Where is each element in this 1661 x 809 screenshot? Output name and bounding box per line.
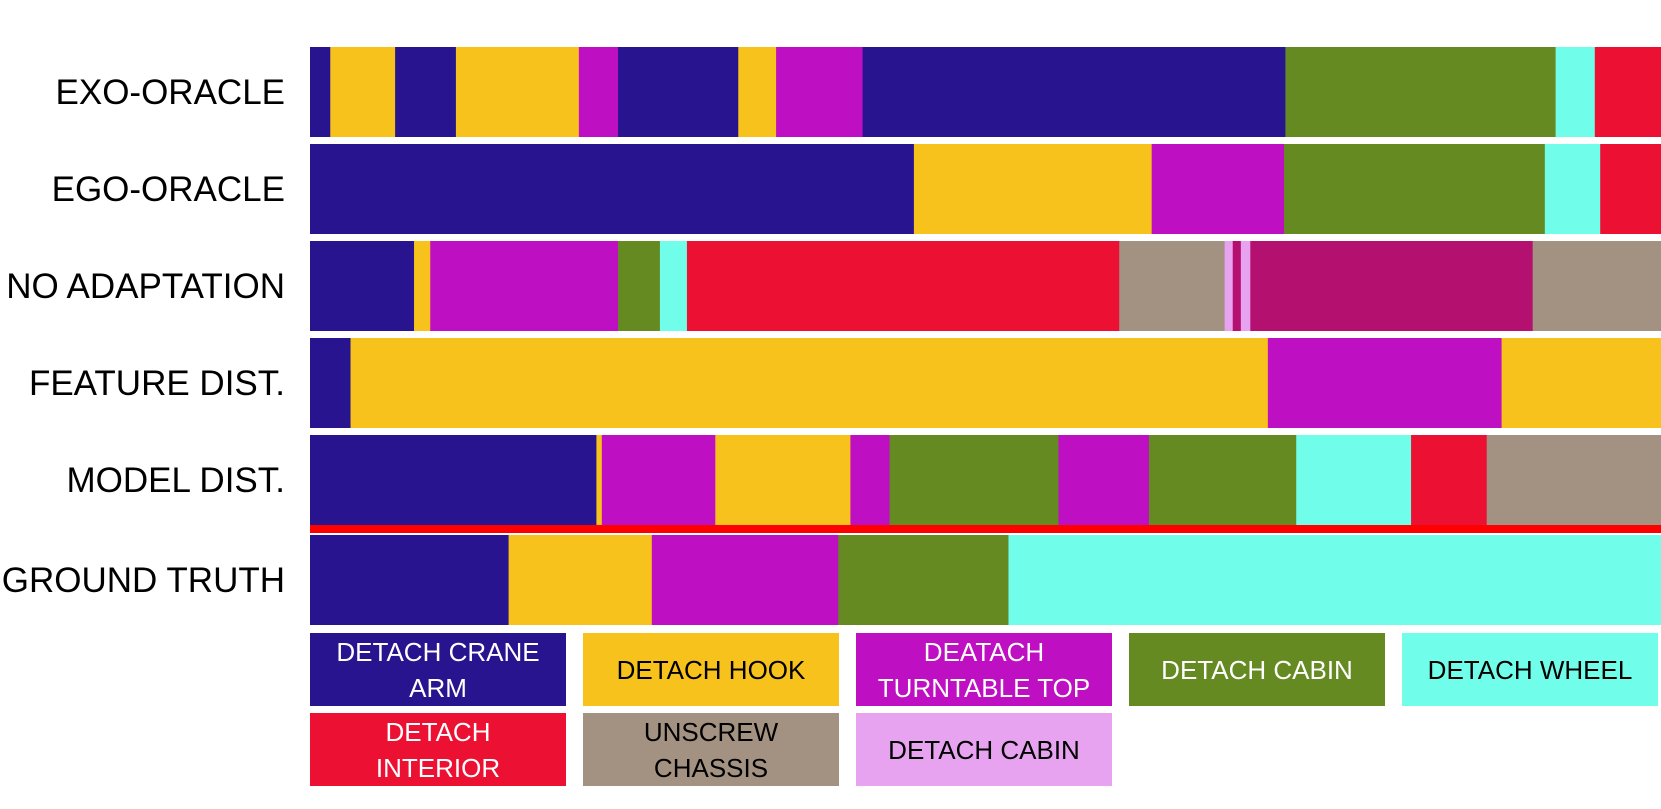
segment-exo-oracle-0 <box>310 47 331 137</box>
segment-ego-oracle-0 <box>310 144 915 234</box>
segment-ground-truth-2 <box>651 535 839 625</box>
segment-feature-dist-1 <box>350 338 1269 428</box>
row-label-ego-oracle: EGO-ORACLE <box>52 170 285 209</box>
row-ground-truth: GROUND TRUTH <box>2 535 1661 625</box>
segment-exo-oracle-8 <box>862 47 1287 137</box>
segment-ground-truth-1 <box>508 535 653 625</box>
segment-feature-dist-2 <box>1267 338 1503 428</box>
segment-ground-truth-3 <box>838 535 1010 625</box>
segment-exo-oracle-6 <box>738 47 777 137</box>
segment-no-adaptation-10 <box>1250 241 1534 331</box>
separator-line <box>310 525 1661 533</box>
segment-exo-oracle-10 <box>1555 47 1596 137</box>
row-label-feature-dist: FEATURE DIST. <box>29 364 285 403</box>
segment-no-adaptation-3 <box>618 241 661 331</box>
legend-item-detach-wheel: DETACH WHEEL <box>1402 633 1658 706</box>
segment-ego-oracle-2 <box>1151 144 1285 234</box>
legend-item-detach-interior: DETACH INTERIOR <box>310 713 566 786</box>
segment-no-adaptation-5 <box>686 241 1120 331</box>
segment-exo-oracle-3 <box>455 47 580 137</box>
legend-item-detach-hook: DETACH HOOK <box>583 633 839 706</box>
legend-label: DETACH CRANE ARM <box>336 636 540 703</box>
row-label-ground-truth: GROUND TRUTH <box>2 561 285 600</box>
segment-no-adaptation-2 <box>430 241 619 331</box>
legend-item-detach-crane-arm: DETACH CRANE ARM <box>310 633 566 706</box>
segment-ground-truth-4 <box>1008 535 1661 625</box>
segment-exo-oracle-2 <box>395 47 457 137</box>
legend-item-detach-cabin: DETACH CABIN <box>856 713 1112 786</box>
segment-model-dist-6 <box>1058 435 1150 525</box>
segment-exo-oracle-1 <box>330 47 396 137</box>
segment-no-adaptation-4 <box>659 241 688 331</box>
segment-no-adaptation-6 <box>1119 241 1226 331</box>
segment-model-dist-9 <box>1411 435 1488 525</box>
row-exo-oracle: EXO-ORACLE <box>56 47 1661 137</box>
segment-no-adaptation-9 <box>1240 241 1251 331</box>
segment-ground-truth-0 <box>310 535 510 625</box>
segment-no-adaptation-1 <box>414 241 431 331</box>
segment-model-dist-5 <box>889 435 1060 525</box>
segment-exo-oracle-11 <box>1594 47 1661 137</box>
segment-model-dist-3 <box>715 435 851 525</box>
row-no-adaptation: NO ADAPTATION <box>6 241 1661 331</box>
segment-ego-oracle-5 <box>1600 144 1661 234</box>
segment-feature-dist-3 <box>1501 338 1661 428</box>
legend-item-unscrew-chassis: UNSCREW CHASSIS <box>583 713 839 786</box>
segment-ego-oracle-4 <box>1544 144 1601 234</box>
segment-exo-oracle-5 <box>618 47 739 137</box>
segment-feature-dist-0 <box>310 338 352 428</box>
row-label-no-adaptation: NO ADAPTATION <box>6 267 285 306</box>
legend-label: UNSCREW CHASSIS <box>643 716 779 783</box>
legend-label: DETACH INTERIOR <box>375 716 501 783</box>
segment-model-dist-10 <box>1486 435 1661 525</box>
row-label-model-dist: MODEL DIST. <box>67 461 285 500</box>
segment-no-adaptation-0 <box>310 241 415 331</box>
segment-ego-oracle-3 <box>1284 144 1546 234</box>
segment-no-adaptation-11 <box>1532 241 1661 331</box>
segment-exo-oracle-9 <box>1285 47 1557 137</box>
segment-model-dist-8 <box>1296 435 1412 525</box>
legend-label: DETACH CABIN <box>1161 654 1353 685</box>
row-label-exo-oracle: EXO-ORACLE <box>56 73 286 112</box>
segment-exo-oracle-4 <box>578 47 619 137</box>
legend-item-deatach-turntable-top: DEATACH TURNTABLE TOP <box>856 633 1112 706</box>
segment-model-dist-1 <box>596 435 603 525</box>
segment-model-dist-0 <box>310 435 598 525</box>
row-model-dist: MODEL DIST. <box>67 435 1661 525</box>
legend-item-detach-cabin: DETACH CABIN <box>1129 633 1385 706</box>
segment-ego-oracle-1 <box>913 144 1153 234</box>
legend-label: DETACH WHEEL <box>1427 654 1633 685</box>
segment-model-dist-2 <box>601 435 716 525</box>
segment-model-dist-4 <box>850 435 891 525</box>
segment-exo-oracle-7 <box>776 47 864 137</box>
legend-label: DEATACH TURNTABLE TOP <box>877 636 1091 703</box>
legend-label: DETACH HOOK <box>616 654 806 685</box>
legend-label: DETACH CABIN <box>888 734 1080 765</box>
segment-model-dist-7 <box>1148 435 1297 525</box>
segment-no-adaptation-7 <box>1224 241 1234 331</box>
segment-no-adaptation-8 <box>1232 241 1242 331</box>
row-ego-oracle: EGO-ORACLE <box>52 144 1661 234</box>
row-feature-dist: FEATURE DIST. <box>29 338 1661 428</box>
